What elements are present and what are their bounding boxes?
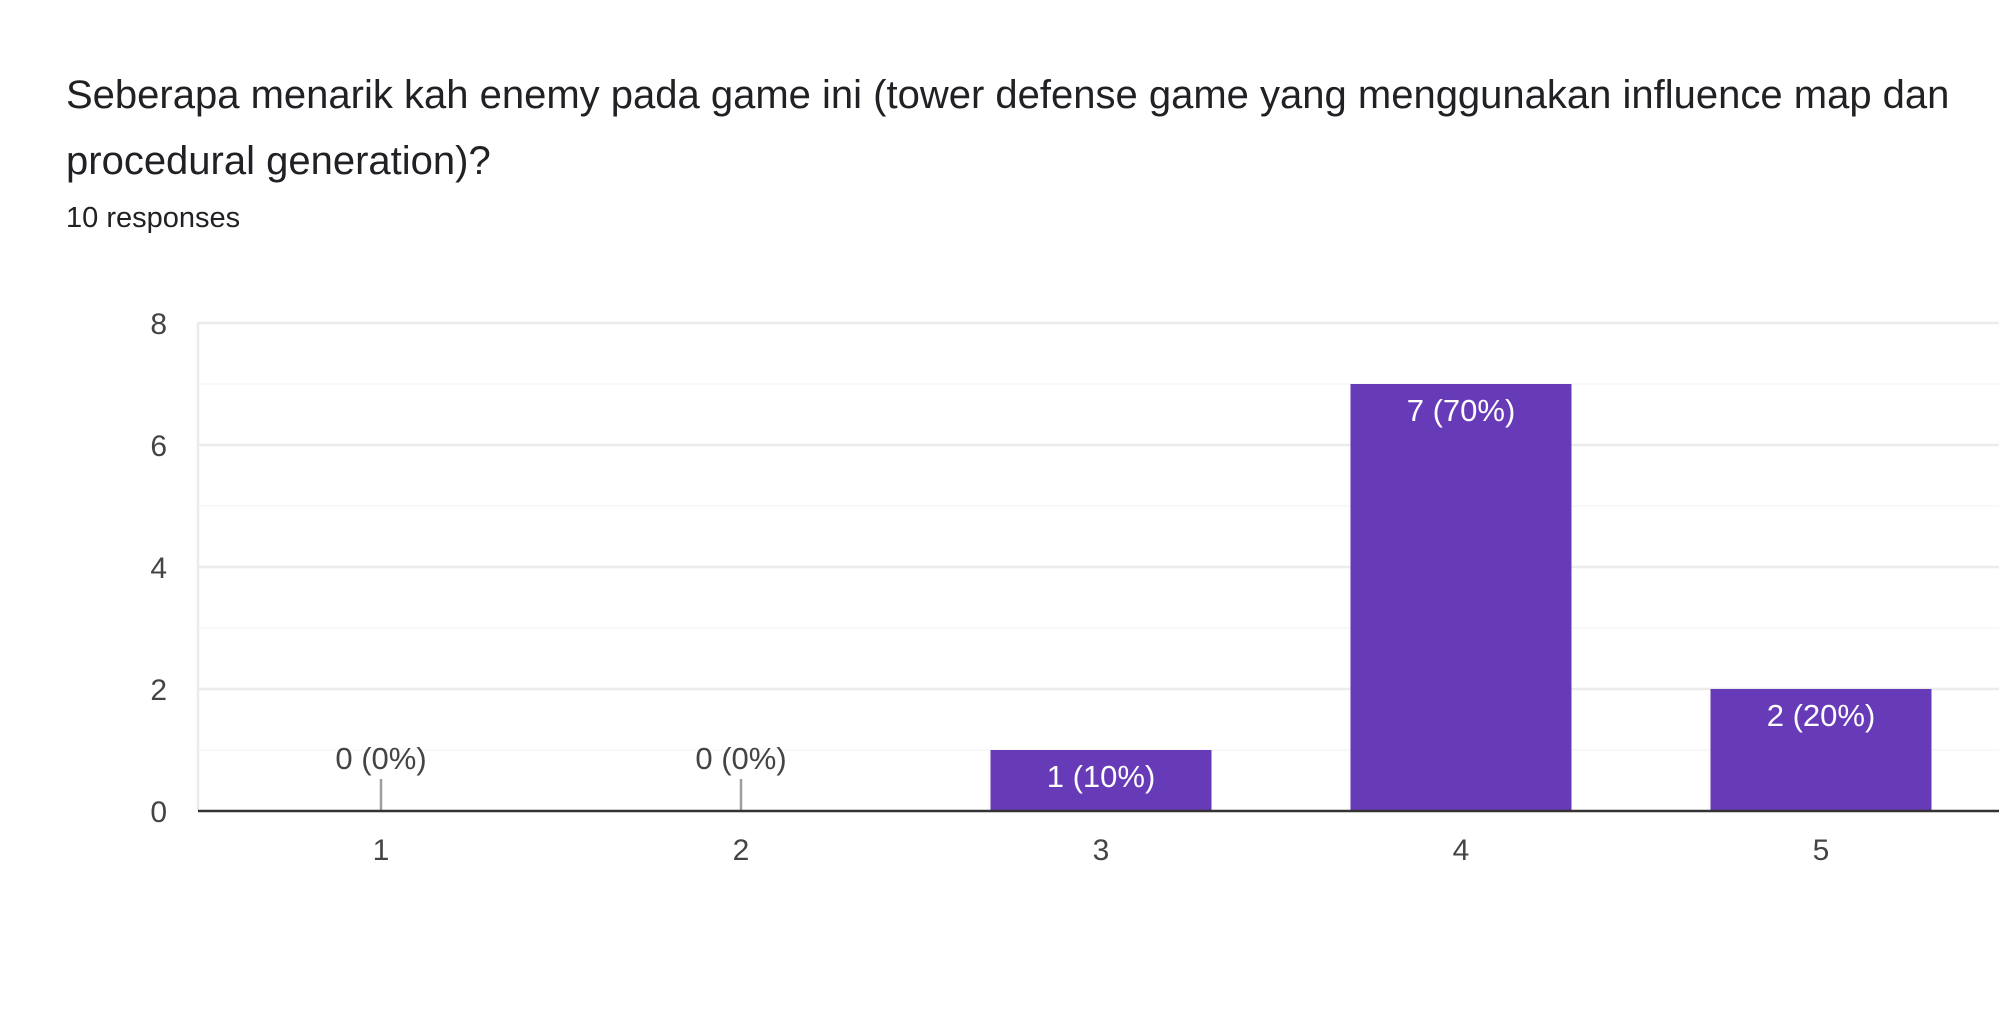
y-tick-label: 8 <box>150 308 167 341</box>
data-label: 7 (70%) <box>1407 393 1516 428</box>
y-tick-label: 4 <box>150 552 167 585</box>
x-tick-label: 1 <box>373 834 390 867</box>
x-axis-ticks: 1 2 3 4 5 <box>373 834 1830 867</box>
data-label: 2 (20%) <box>1767 698 1876 733</box>
y-axis-ticks: 0 2 4 6 8 <box>150 308 167 829</box>
bars <box>379 384 1932 811</box>
x-tick-label: 5 <box>1813 834 1830 867</box>
y-tick-label: 6 <box>150 430 167 463</box>
data-label: 0 (0%) <box>695 741 786 776</box>
data-label: 0 (0%) <box>335 741 426 776</box>
y-tick-label: 2 <box>150 674 167 707</box>
grid-lines <box>196 321 1999 811</box>
question-title: Seberapa menarik kah enemy pada game ini… <box>66 73 1950 183</box>
data-label: 1 (10%) <box>1047 759 1156 794</box>
bar <box>1350 384 1572 811</box>
data-labels: 0 (0%) 0 (0%) 1 (10%) 7 (70%) 2 (20%) <box>335 393 1875 794</box>
x-tick-label: 3 <box>1093 834 1110 867</box>
bar <box>990 750 1212 811</box>
x-tick-label: 2 <box>733 834 750 867</box>
responses-count: 10 responses <box>66 202 241 234</box>
x-tick-label: 4 <box>1453 834 1470 867</box>
y-tick-label: 0 <box>150 796 167 829</box>
bar <box>1710 689 1932 811</box>
